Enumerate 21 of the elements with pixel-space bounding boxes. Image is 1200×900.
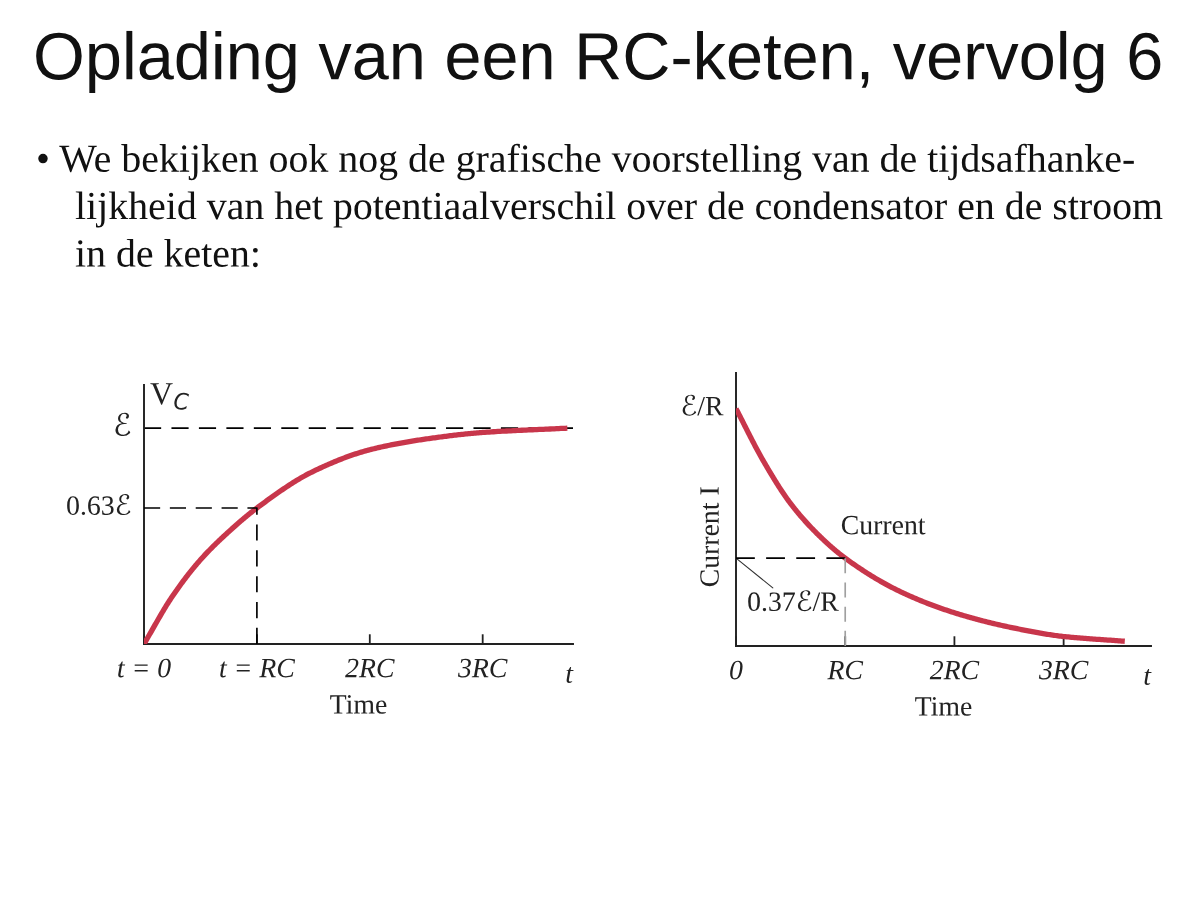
x-tick-label: 0	[730, 660, 743, 680]
x-tick-label: 3RC	[457, 658, 508, 678]
text: t	[1144, 669, 1152, 685]
x-axis-title: Time	[915, 697, 972, 716]
x-axis-title: Time	[330, 695, 387, 714]
y-axis-title: V$_{C}$	[150, 383, 189, 410]
chart-title: Oplading van een RC-keten, vervolg 6	[36, 30, 1161, 94]
annotation: 0.37ℰ/R	[748, 590, 839, 612]
series-label: Current	[841, 515, 926, 535]
x-tick-label: 2RC	[929, 660, 980, 680]
x-tick-label: t = RC	[220, 658, 296, 678]
x-tick-label: 2RC	[345, 658, 395, 678]
series-label: 0.63ℰ	[67, 494, 131, 516]
text: ℰ/R	[682, 394, 724, 416]
x-tick-label: t = 0	[118, 658, 171, 678]
chart-subtitle: • We bekijken ook nog de grafische voorstelling van de tijdsafhanke- lijkheid van het potentiaalverschil over de condensator en de stroom in de keten:	[38, 143, 1163, 268]
ref-line-label: ℰ	[115, 412, 131, 436]
x-tick-label: RC	[827, 660, 864, 680]
x-tick-label: 3RC	[1038, 660, 1089, 680]
text: t	[566, 667, 574, 683]
y-axis-title: Current I	[700, 487, 719, 587]
